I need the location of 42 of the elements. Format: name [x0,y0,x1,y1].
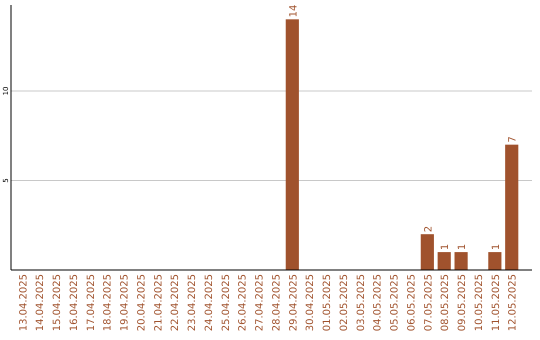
x-tick-label: 24.04.2025 [204,274,215,332]
x-tick-label: 09.05.2025 [457,274,468,332]
bar [488,252,502,270]
bar [438,252,451,270]
x-tick-label: 06.05.2025 [406,274,418,332]
x-tick-label: 18.04.2025 [102,274,114,332]
x-tick-label: 16.04.2025 [68,274,80,332]
x-tick-label: 25.04.2025 [220,274,232,332]
x-tick-label: 02.05.2025 [338,274,350,332]
x-tick-label: 11.05.2025 [490,274,502,332]
x-tick-label: 04.05.2025 [372,274,384,332]
x-tick-label: 15.04.2025 [52,274,64,332]
x-tick-label: 01.05.2025 [322,274,334,332]
data-label: 1 [490,244,502,250]
x-tick-label: 08.05.2025 [440,274,452,332]
x-tick-label: 10.05.2025 [474,274,485,332]
x-tick-label: 27.04.2025 [254,274,266,332]
x-tick-label: 12.05.2025 [508,274,519,332]
x-tick-label: 30.04.2025 [305,274,316,332]
x-tick-label: 26.04.2025 [238,274,249,332]
data-label: 1 [457,244,468,250]
x-tick-label: 05.05.2025 [390,274,401,332]
data-label: 2 [423,226,434,232]
x-tick-label: 23.04.2025 [187,274,198,332]
data-label: 14 [288,4,300,18]
x-tick-label: 17.04.2025 [86,274,97,332]
x-tick-label: 21.04.2025 [153,274,164,332]
bar [286,19,299,270]
x-tick-label: 13.04.2025 [18,274,30,332]
bar [454,252,468,270]
x-tick-label: 20.04.2025 [136,274,148,332]
bar [505,144,518,270]
x-tick-label: 22.04.2025 [170,274,182,332]
x-tick-label: 28.04.2025 [271,274,282,332]
x-tick-label: 03.05.2025 [356,274,367,332]
x-tick-label: 19.04.2025 [120,274,131,332]
x-tick-label: 14.04.2025 [35,274,46,332]
x-tick-label: 29.04.2025 [288,274,300,332]
data-label: 7 [508,136,519,143]
bar [420,234,434,270]
data-label: 1 [440,244,452,250]
x-tick-label: 07.05.2025 [423,274,434,332]
